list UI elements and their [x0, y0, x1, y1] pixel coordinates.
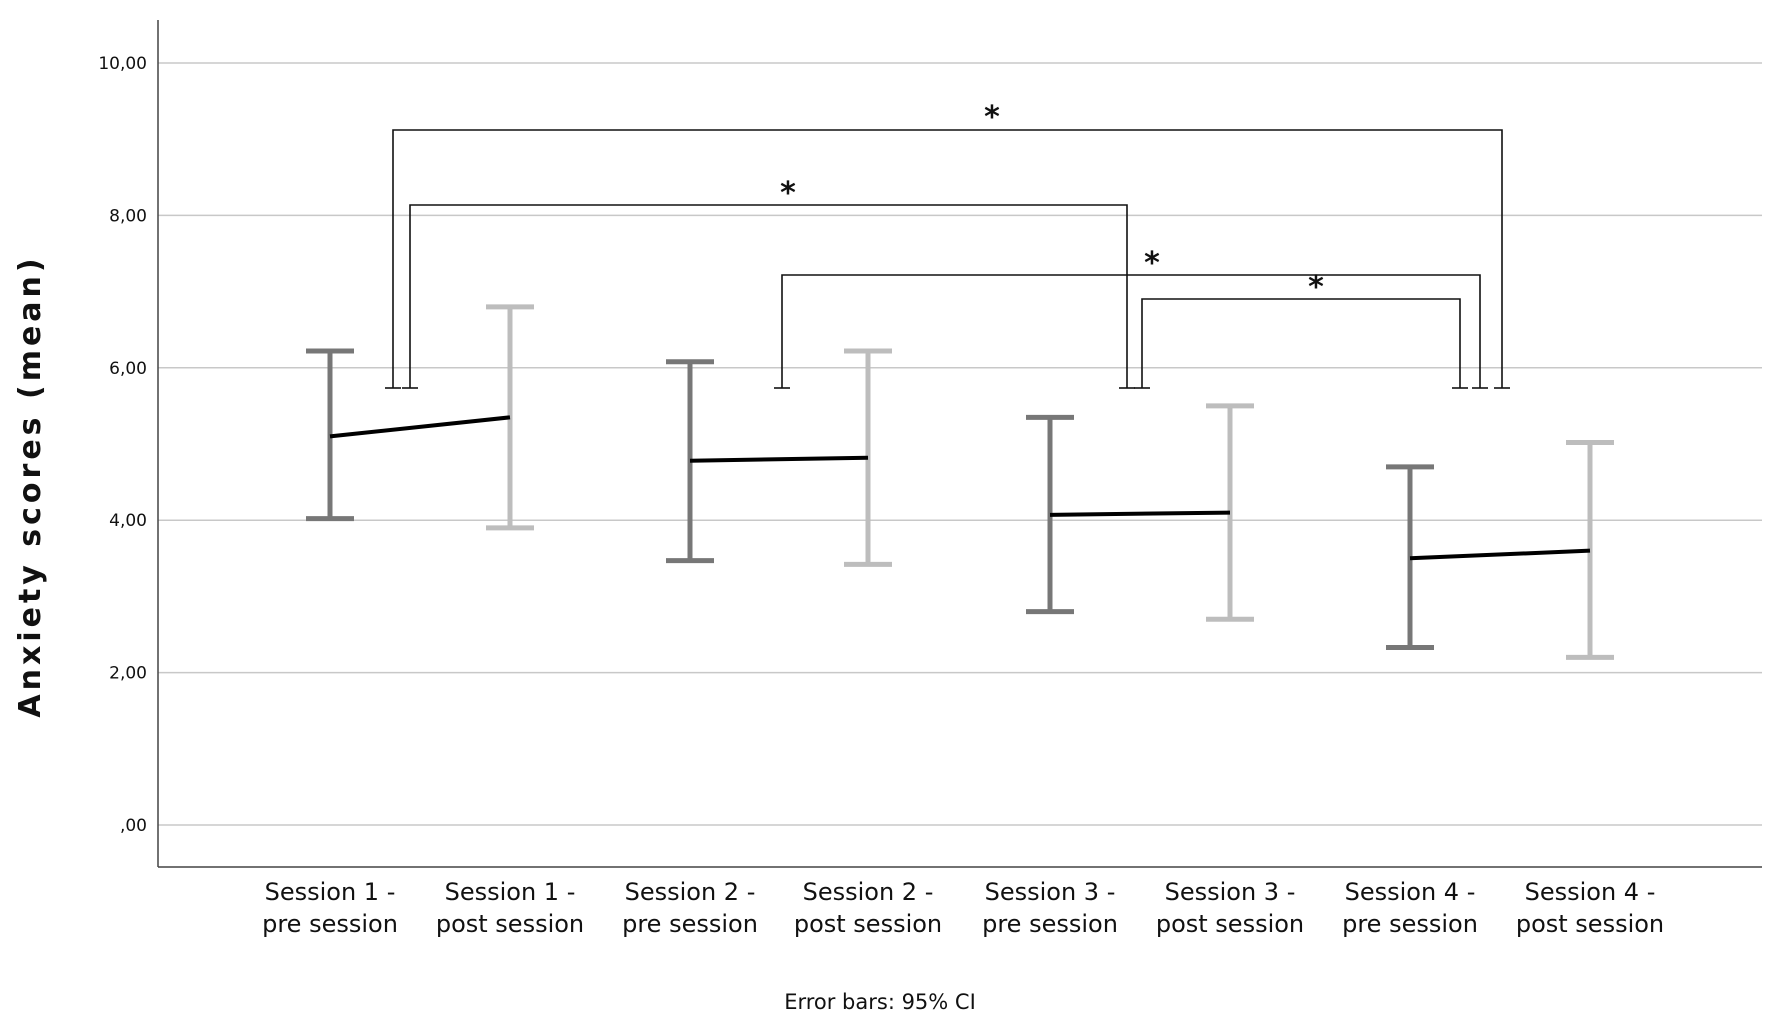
y-tick-label: 8,00	[109, 206, 147, 226]
footnote: Error bars: 95% CI	[784, 990, 976, 1014]
x-category-label-line: post session	[794, 910, 942, 938]
bracket-line	[392, 129, 1503, 388]
x-category-label: Session 3 - post session	[1156, 878, 1304, 938]
mean-line	[329, 415, 511, 439]
y-tick-label: 6,00	[109, 359, 147, 379]
x-category-label-line: pre session	[982, 910, 1118, 938]
x-category-labels: Session 1 - pre session Session 1 - post se…	[262, 878, 1664, 938]
x-category-label-line: pre session	[1342, 910, 1478, 938]
mean-line	[1409, 548, 1591, 561]
error-bar	[666, 359, 714, 564]
significance-star: *	[780, 176, 796, 211]
bracket-line	[781, 274, 1481, 388]
error-bars	[306, 304, 1614, 660]
significance-brackets: * * * *	[385, 100, 1510, 389]
mean-line	[689, 455, 869, 463]
x-category-label: Session 1 - pre session	[262, 878, 398, 938]
y-tick-labels: ,00 2,00 4,00 6,00 8,00 10,00	[98, 54, 147, 836]
x-category-label: Session 4 - post session	[1516, 878, 1664, 938]
gridlines	[158, 62, 1762, 826]
y-tick-label: 4,00	[109, 511, 147, 531]
x-category-label-line: Session 4 -	[1345, 878, 1476, 906]
bracket-line	[409, 204, 1128, 388]
x-category-label: Session 4 - pre session	[1342, 878, 1478, 938]
axes	[157, 20, 1762, 868]
x-category-label-line: post session	[1516, 910, 1664, 938]
x-category-label-line: post session	[1156, 910, 1304, 938]
bracket-line	[1141, 298, 1461, 388]
y-tick-label: ,00	[120, 816, 147, 836]
significance-star: *	[1308, 270, 1324, 305]
error-bar	[1566, 439, 1614, 660]
x-category-label: Session 3 - pre session	[982, 878, 1118, 938]
x-category-label: Session 1 - post session	[436, 878, 584, 938]
x-category-label-line: Session 2 -	[803, 878, 934, 906]
x-category-label-line: pre session	[262, 910, 398, 938]
x-category-label: Session 2 - pre session	[622, 878, 758, 938]
y-tick-label: 10,00	[98, 54, 147, 74]
significance-star: *	[1144, 246, 1160, 281]
x-category-label-line: post session	[436, 910, 584, 938]
y-axis-label: Anxiety scores (mean)	[13, 254, 48, 717]
significance-bracket: *	[385, 100, 1510, 389]
x-category-label-line: Session 4 -	[1525, 878, 1656, 906]
x-category-label-line: Session 1 -	[265, 878, 396, 906]
x-category-label-line: Session 1 -	[445, 878, 576, 906]
significance-bracket: *	[1134, 270, 1468, 389]
x-category-label-line: Session 2 -	[625, 878, 756, 906]
x-category-label: Session 2 - post session	[794, 878, 942, 938]
y-tick-label: 2,00	[109, 664, 147, 684]
mean-line	[1049, 510, 1231, 517]
significance-bracket: *	[402, 176, 1135, 389]
significance-bracket: *	[774, 246, 1488, 389]
x-category-label-line: pre session	[622, 910, 758, 938]
x-category-label-line: Session 3 -	[1165, 878, 1296, 906]
x-category-label-line: Session 3 -	[985, 878, 1116, 906]
mean-lines	[329, 415, 1591, 561]
significance-star: *	[984, 100, 1000, 135]
